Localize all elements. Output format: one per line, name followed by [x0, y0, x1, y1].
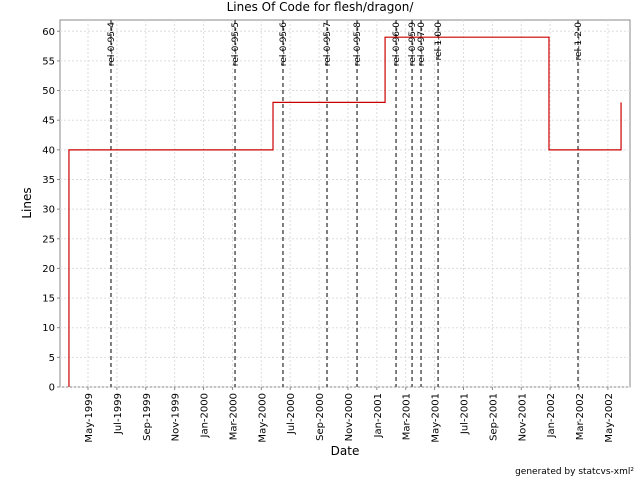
x-tick-label: May-2000 [257, 393, 268, 443]
release-label: rel-0-95-6 [279, 22, 289, 66]
x-tick-label: Mar-2001 [402, 393, 413, 440]
x-tick-label: Sep-1999 [142, 393, 153, 441]
x-axis-label: Date [331, 444, 360, 458]
y-tick-label: 40 [42, 145, 55, 156]
x-tick-label: May-2002 [604, 393, 615, 443]
y-axis-label: Lines [20, 187, 34, 218]
y-tick-label: 20 [42, 264, 55, 275]
y-tick-label: 10 [42, 323, 55, 334]
x-tick-label: Mar-2000 [228, 393, 239, 440]
y-tick-label: 60 [42, 27, 55, 38]
x-tick-label: Nov-2001 [517, 393, 528, 441]
y-tick-label: 5 [49, 353, 55, 364]
y-tick-label: 50 [42, 86, 55, 97]
release-label: rel-0-95-8 [353, 22, 363, 66]
x-tick-label: Jan-2002 [546, 393, 557, 438]
x-tick-label: Mar-2002 [575, 393, 586, 440]
release-label: rel-0-95-9 [408, 22, 418, 66]
x-tick-label: Jul-2001 [459, 393, 470, 435]
x-tick-label: Jan-2001 [373, 393, 384, 438]
x-tick-label: Sep-2001 [488, 393, 499, 441]
y-tick-label: 25 [42, 234, 55, 245]
plot-area [59, 19, 631, 388]
y-tick-label: 30 [42, 205, 55, 216]
x-tick-label: May-1999 [84, 393, 95, 443]
release-label: rel-0-95-7 [323, 22, 333, 66]
release-label: rel-0-96-0 [392, 22, 402, 66]
x-tick-label: May-2001 [431, 393, 442, 443]
release-label: rel-0-95-4 [107, 22, 117, 66]
y-tick-label: 45 [42, 116, 55, 127]
y-tick-label: 0 [49, 383, 55, 394]
release-label: rel-0-95-5 [231, 22, 241, 66]
x-tick-label: Jul-1999 [113, 393, 124, 435]
x-tick-label: Nov-1999 [171, 393, 182, 441]
chart-title: Lines Of Code for flesh/dragon/ [227, 0, 415, 14]
data-line [68, 36, 622, 387]
x-tick-label: Nov-2000 [344, 393, 355, 441]
y-tick-label: 15 [42, 294, 55, 305]
y-tick-label: 35 [42, 175, 55, 186]
x-tick-label: Jan-2000 [200, 393, 211, 438]
x-tick-label: Jul-2000 [286, 393, 297, 435]
footer: generated by statcvs-xml² [515, 467, 634, 477]
x-tick-label: Sep-2000 [315, 393, 326, 441]
release-label: rel-1-0-0 [434, 22, 444, 61]
release-label: rel-0-97-0 [417, 22, 427, 66]
y-tick-label: 55 [42, 56, 55, 67]
release-label: rel-1-2-0 [574, 22, 584, 61]
